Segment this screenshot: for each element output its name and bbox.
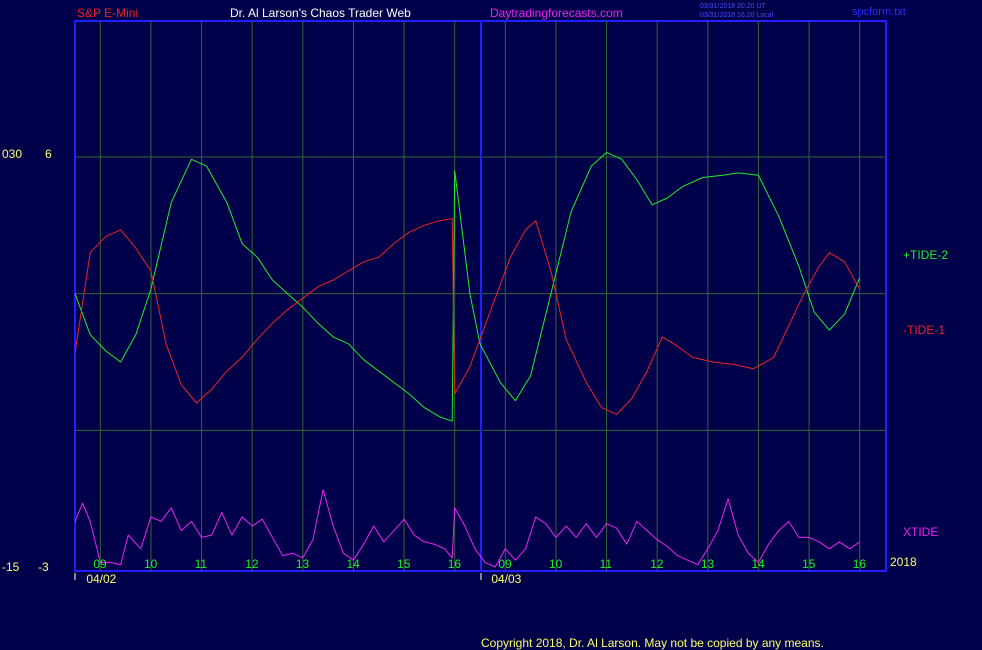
series-label-tide-plus: +TIDE-2	[903, 248, 948, 262]
x-tick-label-13: 14	[751, 557, 765, 571]
series-label-xtide: XTIDE	[903, 525, 938, 539]
y-label-top-outer: 030	[2, 147, 22, 161]
series-line-1	[74, 218, 861, 415]
x-tick-label-14: 15	[802, 557, 816, 571]
x-tick-label-12: 13	[701, 557, 715, 571]
series-label-tide-minus: -TIDE-1	[903, 323, 945, 337]
x-tick-label-10: 11	[600, 557, 613, 571]
data-filename: spcform.txt	[852, 6, 906, 18]
grid	[75, 21, 885, 571]
series-line-0	[74, 151, 861, 422]
x-tick-label-11: 12	[650, 557, 664, 571]
x-tick-label-6: 15	[397, 557, 411, 571]
author-title: Dr. Al Larson's Chaos Trader Web	[230, 6, 411, 20]
x-tick-label-4: 13	[296, 557, 310, 571]
x-axis: 09 10 11 12 13 14 15 16 09 10 11 12 13 14 15 16 04/02 04/…	[74, 557, 867, 586]
x-tick-label-5: 14	[346, 557, 360, 571]
y-label-bottom-outer: -15	[2, 560, 20, 574]
date-label-0: 04/02	[86, 572, 116, 586]
x-tick-label-0: 09	[93, 557, 107, 571]
year-label: 2018	[890, 555, 917, 569]
copyright-notice: Copyright 2018, Dr. Al Larson. May not b…	[481, 636, 824, 650]
x-tick-label-3: 12	[245, 557, 259, 571]
x-tick-label-1: 10	[144, 557, 158, 571]
x-tick-label-9: 10	[549, 557, 563, 571]
series-line-2	[74, 489, 860, 568]
instrument-title: S&P E-Mini	[77, 6, 138, 20]
x-tick-label-15: 16	[853, 557, 867, 571]
timestamp-local: 03/31/2018 16:20 Local	[700, 12, 774, 19]
x-tick-label-8: 09	[498, 557, 512, 571]
y-label-bottom-inner: -3	[38, 560, 49, 574]
timestamp-ut: 03/31/2018 20:20 UT	[700, 3, 766, 10]
x-tick-label-7: 16	[448, 557, 462, 571]
y-label-top-inner: 6	[45, 147, 52, 161]
site-link[interactable]: Daytradingforecasts.com	[490, 6, 623, 20]
x-tick-label-2: 11	[195, 557, 208, 571]
date-label-1: 04/03	[491, 572, 521, 586]
series-layer	[74, 151, 861, 568]
